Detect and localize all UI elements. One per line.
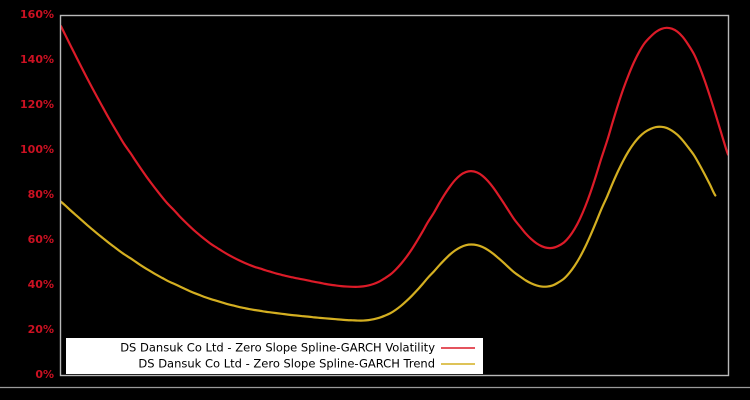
plot-frame (59, 14, 730, 377)
chart-legend[interactable]: DS Dansuk Co Ltd - Zero Slope Spline-GAR… (66, 338, 483, 374)
y-axis-tick-140%: 140% (20, 53, 54, 66)
y-axis-tick-100%: 100% (20, 143, 54, 156)
y-axis-tick-40%: 40% (28, 278, 54, 291)
series-line-trend (61, 125, 717, 322)
y-axis-tick-80%: 80% (28, 188, 54, 201)
legend-label-volatility: DS Dansuk Co Ltd - Zero Slope Spline-GAR… (120, 341, 435, 355)
y-axis-tick-120%: 120% (20, 98, 54, 111)
y-axis-tick-labels: 160% 140% 120% 100% 80% 60% 40% 20% 0% (20, 8, 54, 381)
legend-label-trend: DS Dansuk Co Ltd - Zero Slope Spline-GAR… (138, 357, 435, 371)
y-axis-tick-160%: 160% (20, 8, 54, 21)
y-axis-tick-0%: 0% (35, 368, 54, 381)
series-lines (61, 25, 728, 322)
y-axis-tick-20%: 20% (28, 323, 54, 336)
legend-background (66, 338, 483, 374)
y-axis-tick-60%: 60% (28, 233, 54, 246)
series-line-volatility (61, 25, 728, 288)
